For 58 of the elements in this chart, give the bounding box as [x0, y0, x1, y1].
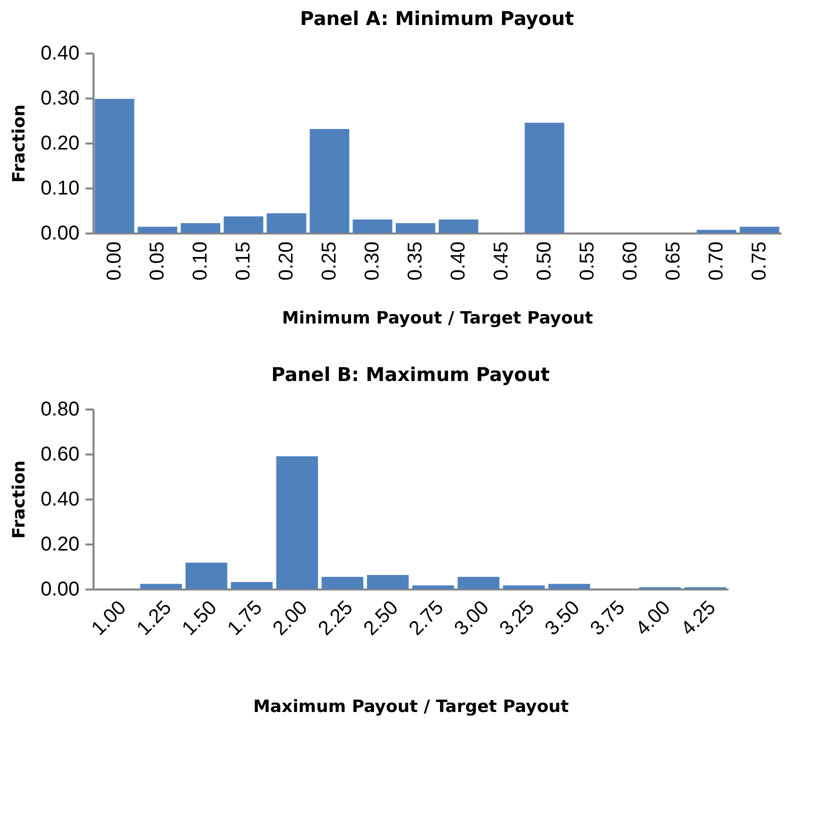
bar	[310, 129, 350, 233]
bar	[266, 213, 306, 233]
bar	[524, 122, 564, 233]
bar	[366, 575, 409, 589]
bar	[458, 576, 500, 589]
x-tick-label: 0.45	[490, 242, 512, 280]
x-tick-label: 0.55	[576, 242, 598, 280]
bar	[224, 216, 264, 233]
bar	[276, 456, 318, 589]
x-tick-label: 0.00	[104, 242, 126, 280]
x-tick-label: 0.30	[362, 242, 384, 280]
y-tick-label: 0.80	[40, 398, 80, 420]
x-tick-label: 0.40	[448, 242, 470, 280]
bar	[412, 585, 454, 589]
y-tick-label: 0.30	[40, 88, 80, 110]
y-tick-label: 0.20	[40, 132, 80, 154]
chart-title: Panel B: Maximum Payout	[271, 364, 550, 386]
x-tick-label: 0.65	[662, 242, 684, 280]
x-tick-label: 0.15	[232, 242, 254, 280]
bar	[180, 223, 220, 233]
y-tick-label: 0.60	[40, 444, 80, 466]
bar	[138, 226, 178, 233]
x-tick-label: 0.10	[190, 242, 212, 280]
y-axis-title: Fraction	[10, 104, 30, 183]
x-tick-label: 3.50	[541, 596, 584, 640]
bar	[322, 576, 364, 589]
y-tick-label: 0.40	[40, 42, 80, 64]
chart-title: Panel A: Minimum Payout	[300, 8, 574, 30]
x-axis-title: Maximum Payout / Target Payout	[253, 697, 569, 718]
x-tick-label: 0.20	[276, 242, 298, 280]
x-tick-label: 0.05	[146, 242, 168, 280]
y-tick-label: 0.00	[40, 578, 80, 600]
y-tick-label: 0.10	[40, 178, 80, 200]
bar	[696, 230, 736, 233]
x-tick-label: 0.25	[318, 242, 340, 280]
x-tick-label: 4.00	[632, 596, 675, 640]
x-tick-label: 0.60	[620, 242, 642, 280]
bar	[94, 98, 134, 233]
bar	[352, 220, 392, 233]
y-tick-label: 0.20	[40, 534, 80, 556]
y-tick-label: 0.00	[40, 222, 80, 244]
x-tick-label: 0.70	[706, 242, 728, 280]
bar	[740, 226, 780, 233]
bar	[396, 223, 436, 233]
x-tick-label: 0.75	[748, 242, 770, 280]
bar	[140, 584, 182, 589]
bar	[438, 220, 478, 233]
bar	[230, 582, 273, 589]
y-tick-label: 0.40	[40, 488, 80, 510]
x-tick-label: 0.35	[404, 242, 426, 280]
x-axis-title: Minimum Payout / Target Payout	[282, 308, 594, 328]
y-axis-title: Fraction	[10, 460, 30, 539]
bar	[503, 585, 545, 589]
x-tick-label: 4.25	[677, 596, 720, 640]
bar	[186, 562, 228, 589]
x-tick-label: 3.00	[450, 596, 494, 640]
x-tick-label: 0.50	[534, 242, 556, 280]
bar	[548, 584, 590, 589]
